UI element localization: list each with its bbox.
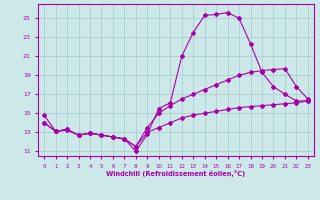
- X-axis label: Windchill (Refroidissement éolien,°C): Windchill (Refroidissement éolien,°C): [106, 170, 246, 177]
